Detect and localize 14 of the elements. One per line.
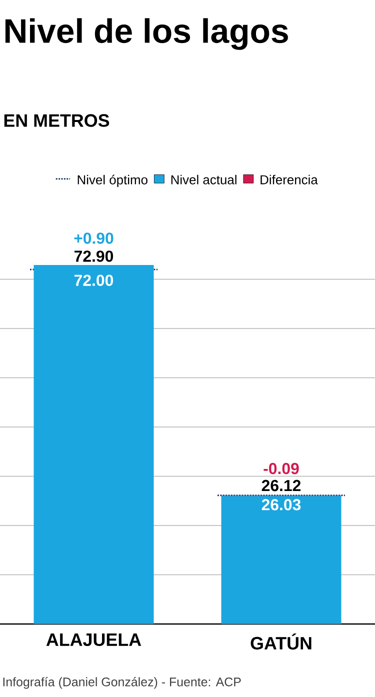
data-label: 72.90	[74, 250, 114, 262]
ref-line-label: 72.00	[74, 274, 114, 286]
chart-title: Nivel de los lagos	[5, 18, 288, 50]
data-label: 26.03	[262, 499, 301, 510]
annotation: -0.09	[264, 462, 299, 474]
legend-label: Diferencia	[260, 174, 318, 184]
ref-line-label: 26.12	[262, 480, 301, 492]
chart-subtitle: EN METROS	[4, 114, 110, 127]
x-tick-label: ALAJUELA	[46, 634, 142, 646]
annotation: +0.90	[74, 232, 114, 244]
legend-title: Nivel óptimo	[78, 174, 148, 187]
x-tick-label: GATÚN	[250, 634, 312, 650]
legend-label: Nivel actual	[171, 174, 236, 184]
text: Infografía (Daniel González) - Fuente: ACP	[3, 677, 241, 689]
